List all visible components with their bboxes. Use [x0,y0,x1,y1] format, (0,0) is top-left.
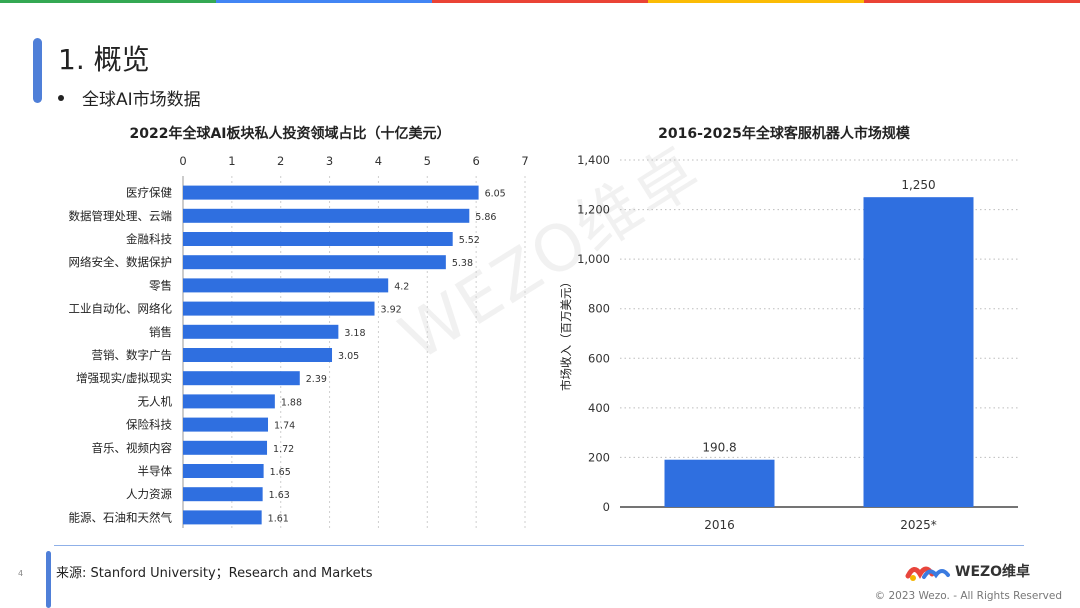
y-tick-label: 600 [588,351,610,365]
data-label: 1.88 [281,397,302,408]
bar [183,510,262,525]
x-tick-label: 5 [424,154,431,168]
y-tick-label: 1,400 [577,153,610,167]
category-label: 音乐、视频内容 [92,441,173,455]
bar [183,324,339,339]
x-tick-label: 4 [375,154,382,168]
bar [183,208,470,223]
data-label: 190.8 [702,441,736,455]
logo-text: WEZO维卓 [955,564,1031,580]
x-tick-label: 0 [179,154,186,168]
top-bar-segment [432,0,648,3]
y-tick-label: 1,200 [577,203,610,217]
top-bar-segment [216,0,432,3]
data-label: 1,250 [901,178,935,192]
data-label: 1.63 [269,490,290,501]
data-label: 4.2 [394,281,409,292]
category-label: 零售 [149,278,172,292]
y-tick-label: 400 [588,401,610,415]
brand-logo: WEZO维卓 [905,560,1030,582]
chatbot-market-chart: 2016-2025年全球客服机器人市场规模 0 200 400 600 800 1,000… [559,125,1018,532]
title-accent-bar [33,38,42,103]
data-label: 3.18 [344,328,365,339]
bar [183,348,333,362]
x-tick-label: 2016 [704,518,735,532]
category-label: 半导体 [138,464,173,478]
y-tick-label: 200 [588,450,610,464]
top-color-bar [0,0,1080,3]
data-label: 1.72 [273,444,294,455]
source-note: 来源: Stanford University；Research and Mar… [56,566,373,581]
data-label: 1.65 [270,467,291,478]
y-tick-label: 1,000 [577,252,610,266]
footer-accent-bar [46,551,51,608]
category-label: 金融科技 [126,232,172,246]
bar [183,301,375,316]
y-tick-label: 0 [603,500,610,514]
category-label: 人力资源 [126,487,172,501]
category-label: 网络安全、数据保护 [69,255,173,269]
x-tick-label: 7 [521,154,528,168]
x-tick-label: 2025* [900,518,937,532]
bar [183,185,479,200]
page-number: 4 [18,569,24,578]
chart-title: 2016-2025年全球客服机器人市场规模 [658,125,911,142]
data-label: 5.38 [452,258,473,269]
bullet-text: 全球AI市场数据 [82,90,201,110]
data-label: 3.05 [338,351,359,362]
bar [183,464,264,478]
data-label: 6.05 [485,189,506,200]
category-label: 保险科技 [126,418,172,432]
x-tick-label: 6 [472,154,479,168]
category-label: 无人机 [138,394,173,408]
x-tick-label: 3 [326,154,333,168]
bar [863,197,974,507]
data-label: 2.39 [306,374,327,385]
bar [183,232,453,246]
bar [183,487,263,502]
top-bar-segment [864,0,1080,3]
category-label: 医疗保健 [126,186,172,200]
bar [183,417,269,432]
data-label: 1.61 [268,513,289,524]
x-tick-label: 1 [228,154,235,168]
category-label: 工业自动化、网络化 [69,302,173,316]
chart-title: 2022年全球AI板块私人投资领域占比（十亿美元） [129,125,450,142]
data-label: 5.86 [475,212,496,223]
category-label: 营销、数字广告 [92,348,173,362]
y-axis-title: 市场收入（百万美元） [559,276,573,391]
category-label: 增强现实/虚拟现实 [76,371,172,385]
page-title: 1. 概览 [58,43,150,76]
data-label: 3.92 [381,305,402,316]
y-tick-label: 800 [588,302,610,316]
wezo-logo-icon [905,566,950,581]
category-label: 销售 [149,325,172,339]
investment-bar-chart: 2022年全球AI板块私人投资领域占比（十亿美元） 0 1 2 3 4 5 6 7 医疗保健 6.… [69,125,529,528]
x-tick-label: 2 [277,154,284,168]
category-label: 数据管理处理、云端 [69,209,173,223]
bullet-item: 全球AI市场数据 [58,85,201,110]
top-bar-segment [0,0,216,3]
bar [183,394,275,409]
bullet-dot-icon [58,95,64,101]
bar [183,371,300,386]
bar [183,255,446,270]
data-label: 5.52 [459,235,480,246]
bar [183,278,389,293]
bar [183,440,268,455]
data-label: 1.74 [274,421,295,432]
copyright-text: © 2023 Wezo. - All Rights Reserved [874,590,1062,602]
category-label: 能源、石油和天然气 [69,510,173,524]
top-bar-segment [648,0,864,3]
footer-divider [54,545,1024,546]
bar [664,459,775,507]
